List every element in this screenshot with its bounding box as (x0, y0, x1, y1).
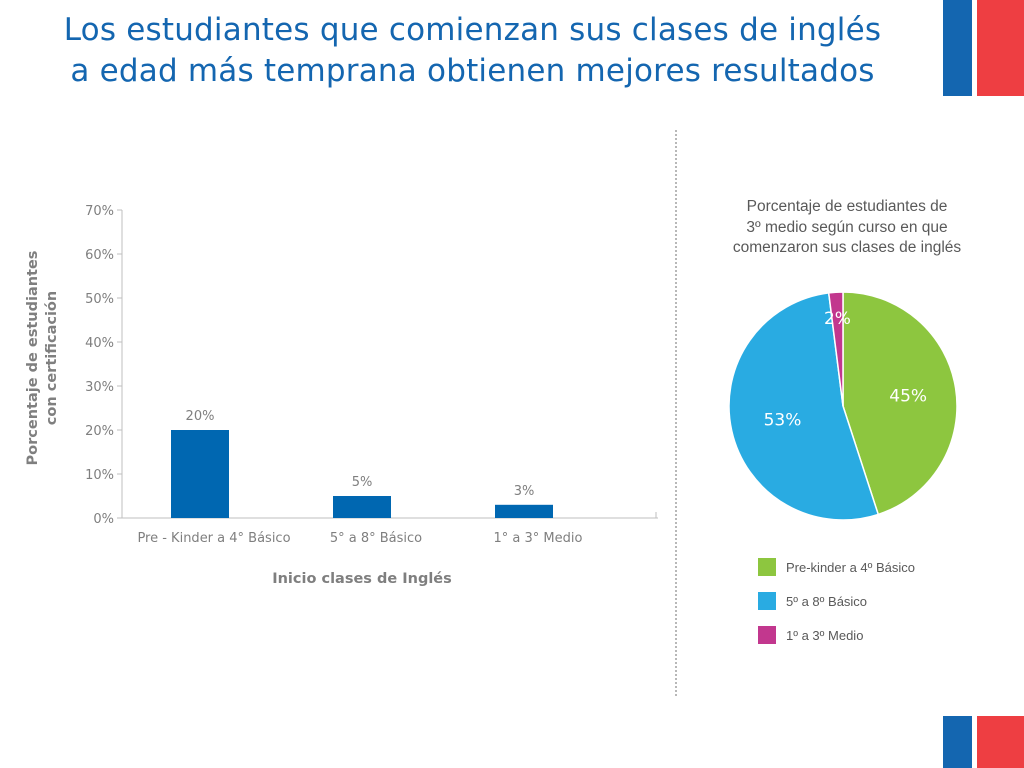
x-tick-label: 1° a 3° Medio (494, 531, 583, 546)
section-divider (675, 130, 677, 696)
pie-chart: 45% 53% 2% (728, 291, 958, 521)
bar-data-label: 20% (186, 409, 215, 424)
flag-blue-stripe (943, 716, 972, 768)
pie-chart-title: Porcentaje de estudiantes de 3º medio se… (700, 197, 994, 259)
bar (495, 504, 553, 518)
legend-item: Pre-kinder a 4º Básico (758, 558, 958, 578)
slide-title-line: a edad más temprana obtienen mejores res… (70, 53, 875, 89)
x-tick-label: Pre - Kinder a 4° Básico (137, 531, 290, 546)
legend-item: 1º a 3º Medio (758, 626, 958, 646)
slide-title-line: Los estudiantes que comienzan sus clases… (63, 12, 882, 48)
y-tick-label: 50% (85, 292, 114, 307)
pie-slice (728, 292, 880, 521)
bar-chart: 0% 10% 20% 30% 40% 50% 60% 70% 20% Pre - Kinder a… (25, 204, 658, 587)
legend-swatch-blue (758, 592, 776, 610)
legend-swatch-magenta (758, 626, 776, 644)
pie-slice (827, 291, 844, 407)
y-tick-label: 30% (85, 380, 114, 395)
y-tick-label: 0% (93, 512, 114, 527)
y-tick-label: 10% (85, 468, 114, 483)
flag-bars-bottom (943, 716, 1024, 768)
pie-data-label: 53% (764, 411, 802, 431)
y-tick-label: 20% (85, 424, 114, 439)
legend-swatch-green (758, 558, 776, 576)
pie-slice (842, 291, 958, 516)
pie-data-label: 45% (889, 387, 927, 407)
legend-label: 5º a 8º Básico (786, 594, 868, 609)
pie-title-line: 3º medio según curso en que (746, 218, 948, 236)
flag-bars-top (943, 0, 1024, 96)
bar (171, 430, 229, 518)
legend-label: Pre-kinder a 4º Básico (786, 560, 916, 575)
x-axis-title: Inicio clases de Inglés (272, 571, 452, 587)
bar (333, 496, 391, 518)
x-tick-label: 5° a 8° Básico (330, 531, 422, 546)
flag-red-stripe (977, 0, 1024, 96)
y-tick-label: 70% (85, 204, 114, 219)
pie-title-line: comenzaron sus clases de inglés (732, 239, 962, 256)
slide-title: Los estudiantes que comienzan sus clases… (0, 10, 945, 92)
pie-data-label: 2% (824, 309, 851, 329)
y-tick-label: 60% (85, 248, 114, 263)
y-axis-title-line: con certificación (44, 291, 60, 425)
flag-white-stripe (972, 0, 977, 96)
y-axis-title-line: Porcentaje de estudiantes (25, 251, 41, 466)
bar-data-label: 3% (514, 484, 535, 499)
flag-blue-stripe (943, 0, 972, 96)
legend-item: 5º a 8º Básico (758, 592, 958, 612)
pie-title-line: Porcentaje de estudiantes de (746, 198, 948, 215)
legend-label: 1º a 3º Medio (786, 628, 864, 643)
flag-white-stripe (972, 716, 977, 768)
y-tick-label: 40% (85, 336, 114, 351)
y-axis-title: Porcentaje de estudiantes con certificaci… (25, 251, 60, 466)
bar-data-label: 5% (352, 475, 373, 490)
flag-red-stripe (977, 716, 1024, 768)
